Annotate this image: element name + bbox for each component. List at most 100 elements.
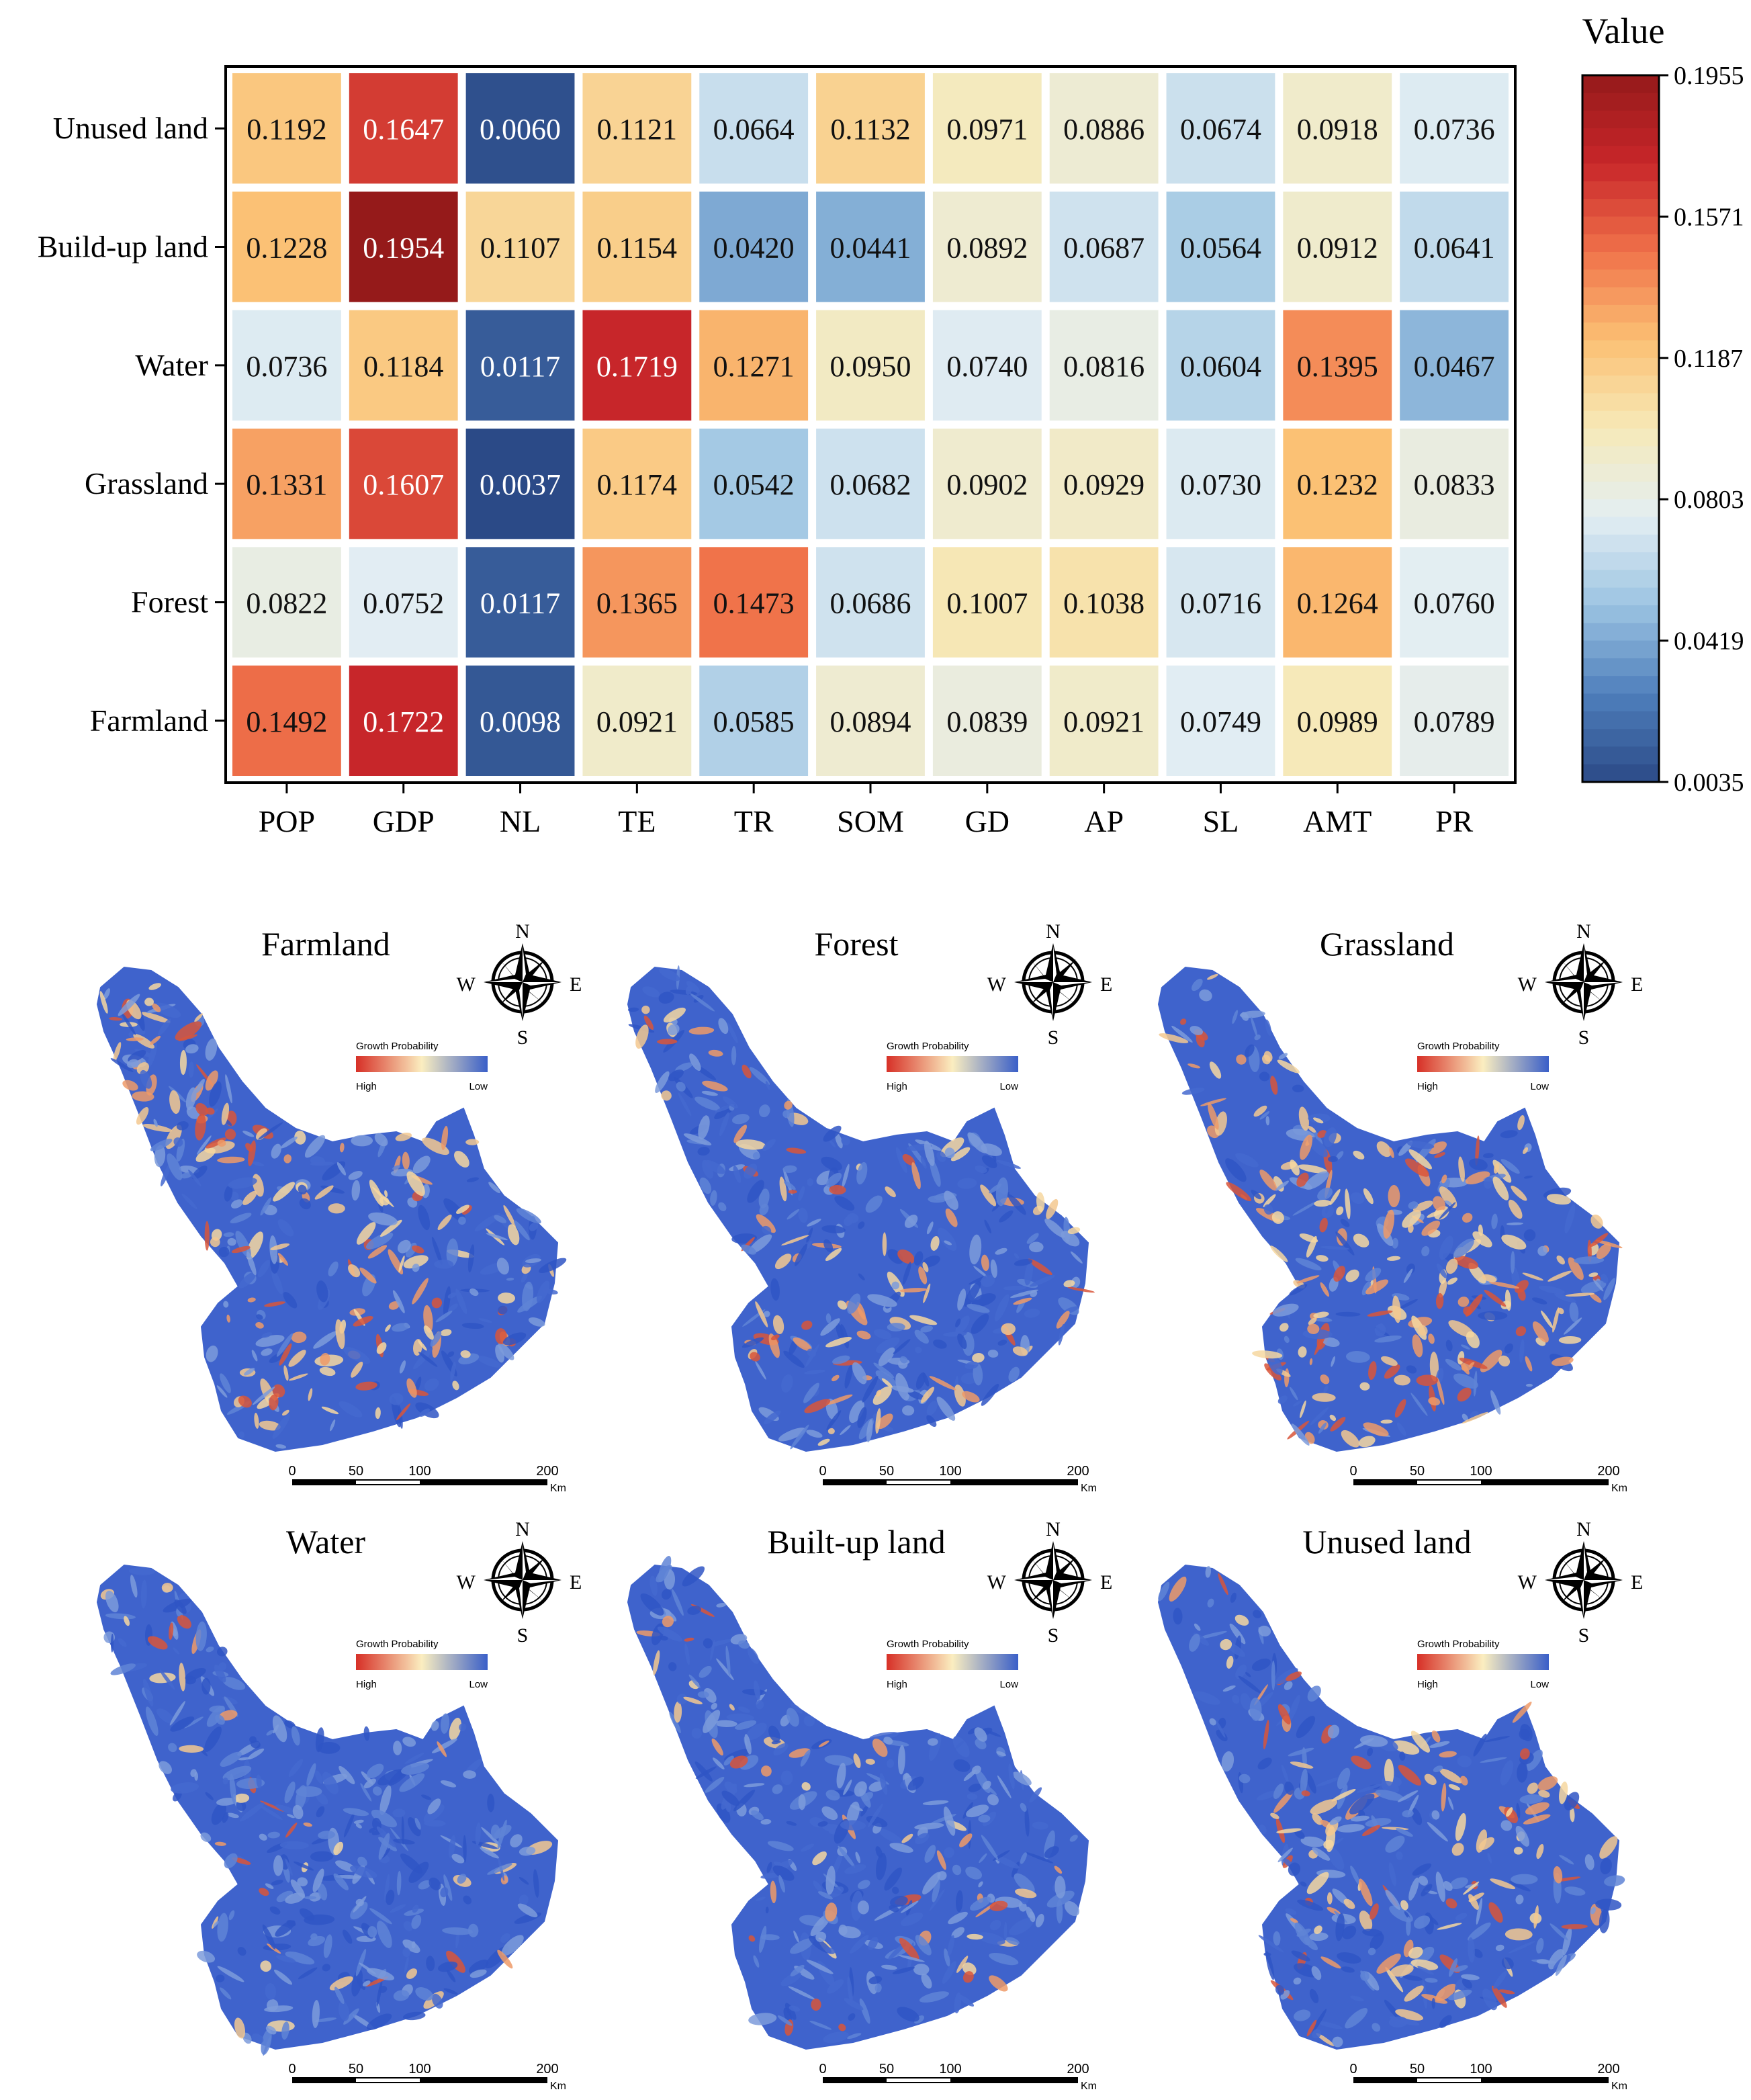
- compass-highlight: [523, 1580, 559, 1583]
- map-texture-patch: [1383, 1209, 1395, 1239]
- heatmap-cell: [1283, 665, 1392, 776]
- map-texture-patch: [1015, 1888, 1037, 1898]
- map-texture-patch: [789, 2005, 801, 2012]
- map-texture-patch: [964, 1281, 981, 1307]
- map-texture-patch: [1306, 1771, 1316, 1794]
- map-texture-patch: [1449, 1877, 1468, 1890]
- map-texture-patch: [1333, 1837, 1344, 1845]
- map-texture-patch: [997, 1340, 1007, 1346]
- map-texture-patch: [217, 1913, 228, 1942]
- map-texture-patch: [267, 1831, 280, 1839]
- compass-letter: S: [1048, 1026, 1059, 1049]
- heatmap-cell: [932, 547, 1042, 658]
- map-texture-patch: [779, 1176, 787, 1202]
- map-texture-patch: [703, 1710, 721, 1733]
- map-texture-patch: [957, 1333, 967, 1350]
- map-texture-patch: [820, 1318, 840, 1336]
- map-texture-patch: [765, 1081, 770, 1090]
- map-texture-patch: [1308, 1317, 1317, 1325]
- compass-letter: E: [1100, 1571, 1112, 1593]
- map-texture-patch: [899, 1288, 928, 1293]
- legend-title: Growth Probability: [887, 1638, 969, 1650]
- heatmap-plot-area: [226, 67, 1515, 783]
- map-texture-patch: [930, 1235, 940, 1251]
- map-texture-patch: [1329, 1816, 1342, 1825]
- map-texture-patch: [255, 1128, 267, 1140]
- map-texture-patch: [924, 1845, 936, 1863]
- map-texture-patch: [1489, 1281, 1519, 1289]
- map-texture-patch: [460, 1350, 471, 1358]
- map-texture-patch: [825, 1248, 842, 1261]
- map-texture-patch: [827, 1979, 844, 1994]
- map-texture-patch: [1298, 1106, 1309, 1131]
- map-texture-patch: [238, 1757, 251, 1761]
- map-texture-patch: [793, 1337, 812, 1352]
- map-texture-patch: [412, 1264, 420, 1272]
- map-texture-patch: [1406, 1263, 1415, 1274]
- colorbar-tick-label: 0.1187: [1674, 345, 1743, 373]
- map-texture-patch: [804, 1399, 831, 1413]
- map-texture-patch: [1032, 1821, 1048, 1830]
- map-texture-patch: [718, 1202, 727, 1211]
- map-texture-patch: [367, 1968, 395, 1980]
- map-texture-patch: [897, 1745, 905, 1775]
- map-texture-patch: [256, 1314, 263, 1320]
- map-texture-patch: [396, 1870, 402, 1896]
- heatmap-cell-label: 0.0674: [1180, 113, 1261, 146]
- scalebar-label: 100: [939, 1464, 961, 1479]
- map-texture-patch: [1527, 1782, 1539, 1794]
- map-texture-patch: [1388, 1184, 1400, 1208]
- map-texture-patch: [787, 1209, 800, 1220]
- map-texture-patch: [1435, 1984, 1457, 2001]
- map-texture-patch: [1515, 1894, 1524, 1905]
- heatmap-cell: [699, 310, 809, 421]
- map-texture-patch: [1298, 1346, 1307, 1358]
- map-texture-patch: [876, 1853, 887, 1880]
- map-texture-patch: [928, 1738, 938, 1746]
- map-texture-patch: [150, 1035, 161, 1045]
- map-texture-patch: [357, 1856, 367, 1867]
- colorbar-step: [1582, 552, 1659, 570]
- map-texture-patch: [384, 1190, 388, 1198]
- map-texture-patch: [1309, 1988, 1319, 2004]
- map-texture-patch: [442, 1927, 474, 1935]
- map-texture-patch: [223, 1301, 229, 1308]
- map-texture-patch: [323, 1934, 332, 1958]
- map-texture-patch: [1519, 1339, 1525, 1364]
- map-title: Built-up land: [767, 1523, 945, 1561]
- map-texture-patch: [836, 1762, 846, 1789]
- compass-highlight: [1017, 979, 1053, 982]
- map-texture-patch: [129, 1567, 155, 1575]
- map-texture-patch: [230, 1199, 243, 1209]
- map-texture-patch: [1412, 1863, 1432, 1876]
- map-texture-patch: [1428, 1397, 1441, 1406]
- map-texture-patch: [402, 1939, 420, 1954]
- map-texture-patch: [1230, 1592, 1237, 1603]
- colorbar-step: [1582, 676, 1659, 695]
- map-texture-patch: [1407, 1141, 1435, 1149]
- map-texture-patch: [1376, 1141, 1392, 1157]
- map-texture-patch: [1345, 1269, 1359, 1282]
- legend-gradient: [887, 1654, 1018, 1670]
- heatmap-cell: [349, 665, 458, 776]
- map-texture-patch: [402, 1948, 410, 1958]
- map-texture-patch: [754, 1680, 760, 1700]
- map-texture-patch: [194, 1013, 203, 1022]
- map-texture-patch: [1253, 1610, 1262, 1618]
- map-texture-patch: [695, 1766, 717, 1779]
- map-texture-patch: [982, 1780, 991, 1790]
- map-texture-patch: [1386, 1256, 1401, 1261]
- map-texture-patch: [1516, 1802, 1521, 1819]
- compass-letter: N: [1046, 1518, 1061, 1540]
- map-texture-patch: [1536, 1843, 1544, 1860]
- map-texture-patch: [1063, 1280, 1075, 1288]
- heatmap-cell: [582, 73, 692, 184]
- map-texture-patch: [936, 1151, 946, 1162]
- map-texture-patch: [226, 1314, 230, 1323]
- map-texture-patch: [662, 1589, 672, 1600]
- colorbar-tick-label: 0.1955: [1674, 62, 1744, 90]
- map-texture-patch: [840, 1425, 851, 1436]
- map-texture-patch: [899, 1356, 908, 1364]
- heatmap-cell: [582, 547, 692, 658]
- map-texture-patch: [1312, 2009, 1327, 2033]
